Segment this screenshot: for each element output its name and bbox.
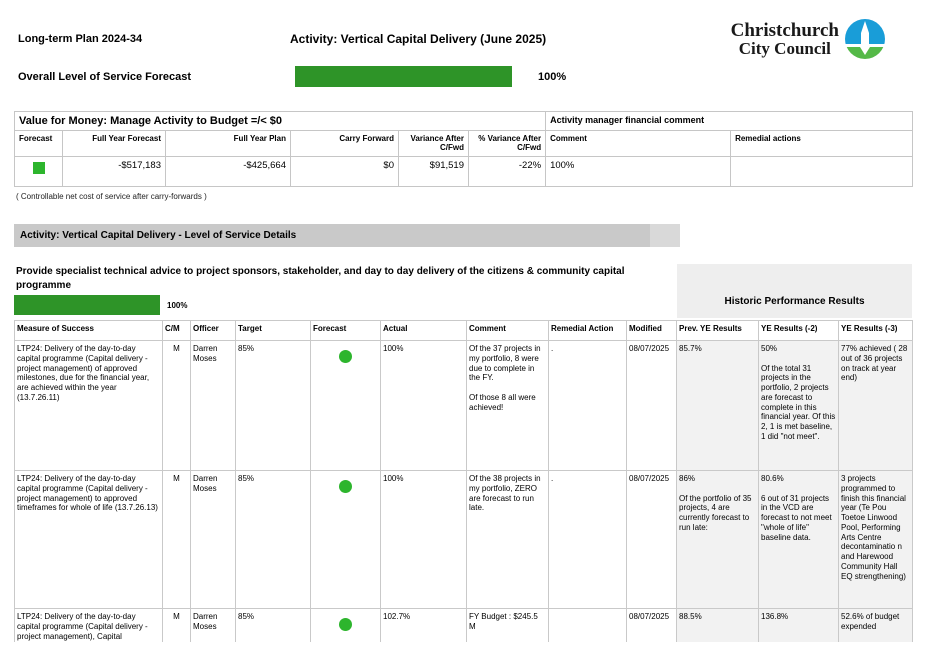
- vfm-manager-comment-title: Activity manager financial comment: [545, 111, 914, 131]
- actual-cell: 100%: [380, 340, 467, 471]
- logo-text-line1: Christchurch: [730, 19, 839, 41]
- comment-cell: Of the 38 projects in my portfolio, ZERO…: [466, 470, 549, 609]
- measure-cell: LTP24: Delivery of the day-to-day capita…: [14, 607, 163, 642]
- vfm-col-comment: Comment: [545, 130, 732, 157]
- los-col-cm: C/M: [162, 320, 191, 341]
- modified-cell: 08/07/2025: [626, 340, 677, 471]
- target-cell: 85%: [235, 607, 311, 642]
- remedial-cell: .: [548, 470, 627, 609]
- table-row: LTP24: Delivery of the day-to-day capita…: [14, 607, 913, 642]
- actual-cell: 100%: [380, 470, 467, 609]
- vfm-col-variance-after-cfwd: Variance After C/Fwd: [398, 130, 469, 157]
- actual-cell: 102.7%: [380, 607, 467, 642]
- vfm-footnote: ( Controllable net cost of service after…: [16, 192, 207, 201]
- ye-minus2-cell: 136.8%: [758, 607, 839, 642]
- vfm-pct-variance-after-cfwd-value: -22%: [467, 156, 547, 187]
- plan-title: Long-term Plan 2024-34: [18, 33, 143, 45]
- los-col-comment: Comment: [466, 320, 549, 341]
- measure-cell: LTP24: Delivery of the day-to-day capita…: [14, 470, 163, 609]
- vfm-col-remedial-actions: Remedial actions: [730, 130, 914, 157]
- cm-cell: M: [162, 470, 191, 609]
- green-status-square-icon: [32, 162, 45, 174]
- council-logo: Christchurch City Council: [731, 16, 886, 62]
- vfm-carry-forward-value: $0: [290, 156, 399, 187]
- los-col-prev-ye: Prev. YE Results: [676, 320, 759, 341]
- ye-minus3-cell: 77% achieved ( 28 out of 36 projects on …: [838, 340, 913, 471]
- ye-minus2-cell: 80.6% 6 out of 31 projects in the VCD ar…: [758, 470, 839, 609]
- vfm-full-year-forecast-value: -$517,183: [62, 156, 166, 187]
- cathedral-logo-icon: [845, 19, 885, 59]
- historic-performance-title: Historic Performance Results: [724, 296, 865, 307]
- los-progress-bar: [14, 295, 160, 315]
- los-col-target: Target: [235, 320, 311, 341]
- green-status-dot-icon: [339, 480, 352, 493]
- overall-forecast-label: Overall Level of Service Forecast: [18, 71, 192, 83]
- officer-cell: Darren Moses: [190, 470, 236, 609]
- green-status-dot-icon: [339, 618, 352, 631]
- prev-ye-cell: 86% Of the portfolio of 35 projects, 4 a…: [676, 470, 759, 609]
- vfm-forecast-cell: [14, 156, 63, 187]
- vfm-col-pct-variance-after-cfwd: % Variance After C/Fwd: [467, 130, 547, 157]
- los-col-forecast: Forecast: [310, 320, 381, 341]
- comment-cell: FY Budget : $245.5 M: [466, 607, 549, 642]
- forecast-cell: [310, 470, 381, 609]
- section-bar-light-segment: [650, 224, 680, 247]
- los-col-ye-2: YE Results (-2): [758, 320, 839, 341]
- ye-minus3-cell: 3 projects programmed to finish this fin…: [838, 470, 913, 609]
- value-for-money-table: Value for Money: Manage Activity to Budg…: [13, 111, 914, 187]
- los-col-officer: Officer: [190, 320, 236, 341]
- officer-cell: Darren Moses: [190, 607, 236, 642]
- ye-minus3-cell: 52.6% of budget expended: [838, 607, 913, 642]
- remedial-cell: .: [548, 340, 627, 471]
- los-section-title: Activity: Vertical Capital Delivery - Le…: [20, 230, 297, 241]
- overall-forecast-progress-bar: [295, 66, 512, 87]
- vfm-data-row: -$517,183 -$425,664 $0 $91,519 -22% 100%: [14, 156, 914, 187]
- modified-cell: 08/07/2025: [626, 470, 677, 609]
- vfm-section-title: Value for Money: Manage Activity to Budg…: [13, 111, 547, 131]
- los-description: Provide specialist technical advice to p…: [16, 266, 625, 291]
- los-col-modified: Modified: [626, 320, 677, 341]
- measure-cell: LTP24: Delivery of the day-to-day capita…: [14, 340, 163, 471]
- los-col-measure: Measure of Success: [14, 320, 163, 341]
- vfm-comment-value: 100%: [545, 156, 732, 187]
- los-col-ye-3: YE Results (-3): [838, 320, 913, 341]
- forecast-cell: [310, 340, 381, 471]
- vfm-variance-after-cfwd-value: $91,519: [398, 156, 469, 187]
- green-status-dot-icon: [339, 350, 352, 363]
- level-of-service-table: Measure of Success C/M Officer Target Fo…: [14, 320, 913, 642]
- los-progress-percent: 100%: [167, 301, 188, 310]
- overall-forecast-percent: 100%: [538, 71, 567, 83]
- table-row: LTP24: Delivery of the day-to-day capita…: [14, 340, 913, 471]
- cm-cell: M: [162, 607, 191, 642]
- vfm-col-carry-forward: Carry Forward: [290, 130, 399, 157]
- vfm-col-forecast: Forecast: [14, 130, 63, 157]
- prev-ye-cell: 88.5%: [676, 607, 759, 642]
- officer-cell: Darren Moses: [190, 340, 236, 471]
- page-title: Activity: Vertical Capital Delivery (Jun…: [290, 32, 547, 46]
- ye-minus2-cell: 50% Of the total 31 projects in the port…: [758, 340, 839, 471]
- modified-cell: 08/07/2025: [626, 607, 677, 642]
- vfm-col-full-year-forecast: Full Year Forecast: [62, 130, 166, 157]
- los-col-actual: Actual: [380, 320, 467, 341]
- logo-text-line2: City Council: [738, 39, 831, 59]
- los-col-remedial: Remedial Action: [548, 320, 627, 341]
- los-table-wrapper: Measure of Success C/M Officer Target Fo…: [14, 320, 914, 642]
- vfm-remedial-actions-value: [730, 156, 914, 187]
- historic-performance-panel: Historic Performance Results: [677, 264, 912, 318]
- target-cell: 85%: [235, 470, 311, 609]
- target-cell: 85%: [235, 340, 311, 471]
- remedial-cell: [548, 607, 627, 642]
- los-section-header-bar: Activity: Vertical Capital Delivery - Le…: [14, 224, 680, 247]
- vfm-full-year-plan-value: -$425,664: [165, 156, 291, 187]
- cm-cell: M: [162, 340, 191, 471]
- prev-ye-cell: 85.7%: [676, 340, 759, 471]
- vfm-col-full-year-plan: Full Year Plan: [165, 130, 291, 157]
- forecast-cell: [310, 607, 381, 642]
- comment-cell: Of the 37 projects in my portfolio, 8 we…: [466, 340, 549, 471]
- council-logo-text: Christchurch City Council: [730, 19, 839, 59]
- table-row: LTP24: Delivery of the day-to-day capita…: [14, 470, 913, 609]
